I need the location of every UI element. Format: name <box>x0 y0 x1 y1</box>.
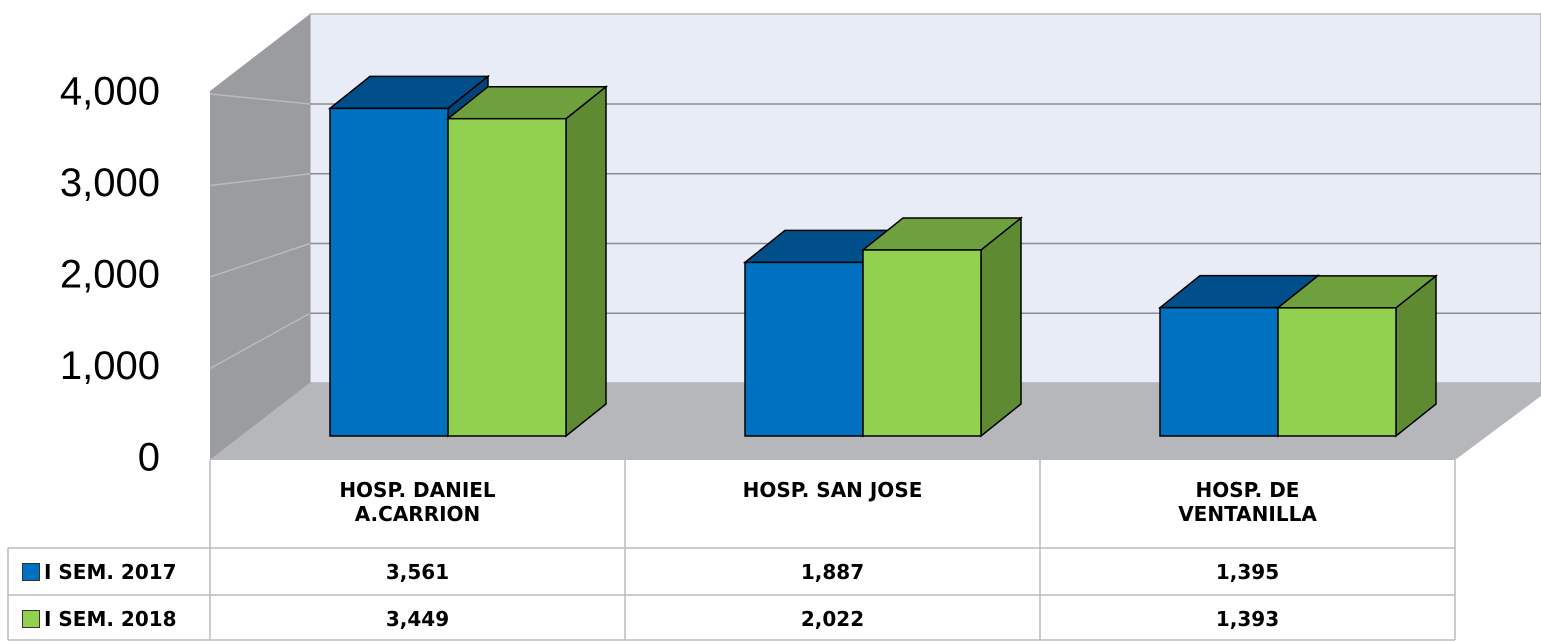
x-category-label: HOSP. DANIEL A.CARRION <box>339 478 496 526</box>
y-tick-label: 0 <box>138 436 160 480</box>
bar <box>860 216 1024 438</box>
bar-front <box>447 117 567 437</box>
legend-label: I SEM. 2017 <box>44 559 177 584</box>
bar-front <box>1277 307 1397 437</box>
bar <box>445 85 609 438</box>
x-category-label: HOSP. SAN JOSE <box>742 478 923 502</box>
bar-front <box>744 261 864 437</box>
y-tick-label: 3,000 <box>60 161 160 205</box>
legend-entry: I SEM. 2018 <box>8 595 210 641</box>
legend-label: I SEM. 2018 <box>44 606 177 631</box>
bar-side <box>565 85 607 438</box>
bar-front <box>862 249 982 437</box>
data-table-value: 2,022 <box>800 606 865 631</box>
legend-swatch <box>22 562 40 581</box>
bar-front <box>329 107 449 437</box>
bar <box>1275 274 1439 438</box>
y-tick-label: 2,000 <box>60 253 160 297</box>
left-wall <box>210 14 310 460</box>
data-table-value: 1,395 <box>1215 559 1280 584</box>
data-table-value: 3,561 <box>385 559 450 584</box>
legend-swatch <box>22 609 40 628</box>
grid-line <box>209 93 311 105</box>
grid-line <box>209 242 311 278</box>
data-table-value: 3,449 <box>385 606 450 631</box>
data-table-value: 1,393 <box>1215 606 1280 631</box>
y-tick-label: 4,000 <box>60 70 160 114</box>
grid-line <box>209 312 311 370</box>
bar-side <box>980 216 1022 438</box>
bar-front <box>1159 306 1279 437</box>
y-tick-label: 1,000 <box>60 344 160 388</box>
grid-line <box>209 173 311 187</box>
legend-entry: I SEM. 2017 <box>8 548 210 595</box>
x-category-label: HOSP. DE VENTANILLA <box>1178 478 1317 526</box>
data-table-value: 1,887 <box>800 559 865 584</box>
